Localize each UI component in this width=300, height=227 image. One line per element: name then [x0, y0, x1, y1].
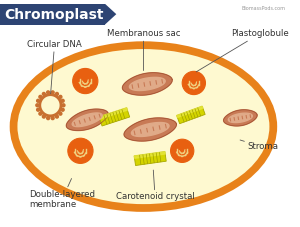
Ellipse shape [10, 41, 277, 212]
Text: Membranous sac: Membranous sac [107, 29, 180, 71]
Circle shape [47, 91, 50, 94]
Text: BiomassPods.com: BiomassPods.com [242, 6, 286, 11]
Polygon shape [99, 108, 130, 126]
Polygon shape [134, 152, 165, 158]
Circle shape [62, 104, 65, 107]
Text: Double-layered
membrane: Double-layered membrane [29, 178, 95, 209]
Polygon shape [122, 73, 172, 95]
Polygon shape [66, 109, 108, 131]
Text: Plastoglobule: Plastoglobule [196, 29, 288, 72]
Polygon shape [124, 118, 176, 141]
Polygon shape [129, 77, 165, 91]
Circle shape [68, 138, 93, 163]
Circle shape [42, 115, 45, 118]
Ellipse shape [17, 49, 269, 204]
Polygon shape [99, 108, 128, 119]
Polygon shape [134, 152, 166, 165]
Circle shape [47, 117, 50, 120]
Circle shape [36, 104, 39, 107]
Circle shape [171, 139, 194, 163]
Polygon shape [105, 3, 116, 25]
Polygon shape [228, 113, 252, 123]
Circle shape [42, 92, 45, 95]
Polygon shape [72, 113, 102, 127]
Text: Carotenoid crystal: Carotenoid crystal [116, 170, 194, 202]
Circle shape [39, 95, 42, 98]
Circle shape [61, 99, 64, 102]
Circle shape [73, 68, 98, 94]
Circle shape [59, 112, 62, 115]
Polygon shape [38, 93, 62, 117]
Text: Stroma: Stroma [240, 140, 278, 151]
Circle shape [61, 108, 64, 111]
Polygon shape [131, 123, 169, 136]
Circle shape [51, 91, 54, 94]
Circle shape [37, 99, 40, 102]
Text: Chromoplast: Chromoplast [4, 8, 104, 22]
Text: Circular DNA: Circular DNA [27, 40, 82, 94]
Polygon shape [177, 106, 205, 124]
Circle shape [39, 112, 42, 115]
Circle shape [182, 71, 206, 95]
Polygon shape [177, 106, 203, 118]
Circle shape [56, 115, 58, 118]
Circle shape [56, 92, 58, 95]
Circle shape [51, 117, 54, 120]
Circle shape [59, 95, 62, 98]
Circle shape [37, 108, 40, 111]
FancyBboxPatch shape [0, 3, 105, 25]
Polygon shape [224, 110, 257, 126]
